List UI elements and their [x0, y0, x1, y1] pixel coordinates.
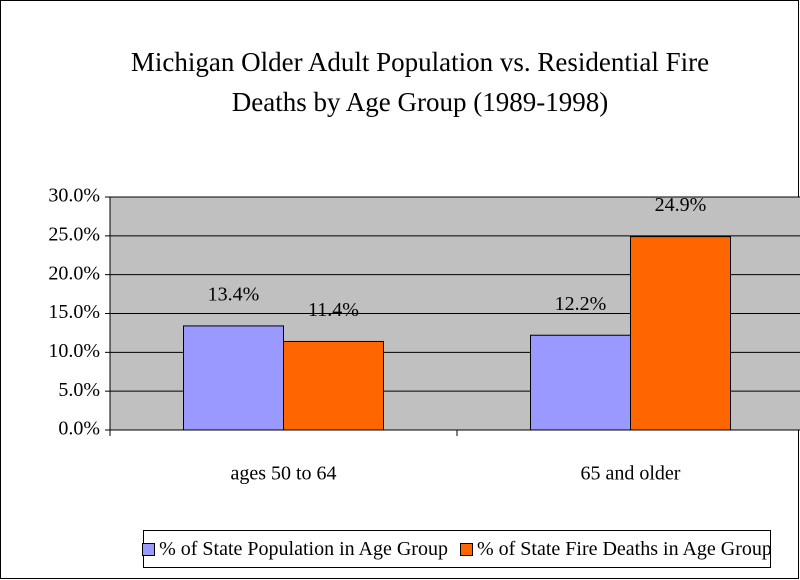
y-tick-label: 25.0% [48, 223, 100, 245]
legend-item: % of State Population in Age Group [142, 538, 448, 561]
value-label: 24.9% [655, 194, 707, 216]
legend-label: % of State Population in Age Group [159, 537, 448, 560]
chart-title: Michigan Older Adult Population vs. Resi… [130, 47, 710, 117]
legend-label: % of State Fire Deaths in Age Group [476, 537, 772, 560]
x-tick-label: 65 and older [581, 463, 681, 485]
value-label: 13.4% [208, 284, 260, 306]
bar [530, 334, 631, 431]
legend: % of State Population in Age Group % of S… [142, 530, 772, 568]
y-tick-label: 30.0% [48, 185, 100, 207]
value-label: 11.4% [308, 299, 359, 321]
bar [283, 340, 384, 431]
y-tick-label: 20.0% [48, 262, 100, 284]
y-tick-label: 15.0% [48, 301, 100, 323]
legend-item: % of State Fire Deaths in Age Group [459, 537, 772, 561]
y-tick-label: 0.0% [58, 418, 100, 440]
legend-swatch [459, 542, 473, 556]
value-label: 12.2% [555, 293, 607, 315]
y-tick-label: 10.0% [48, 340, 100, 362]
legend-swatch [142, 542, 156, 556]
bar [630, 236, 731, 431]
y-tick-label: 5.0% [58, 379, 100, 401]
x-tick-label: ages 50 to 64 [230, 463, 336, 485]
bar [183, 325, 284, 431]
